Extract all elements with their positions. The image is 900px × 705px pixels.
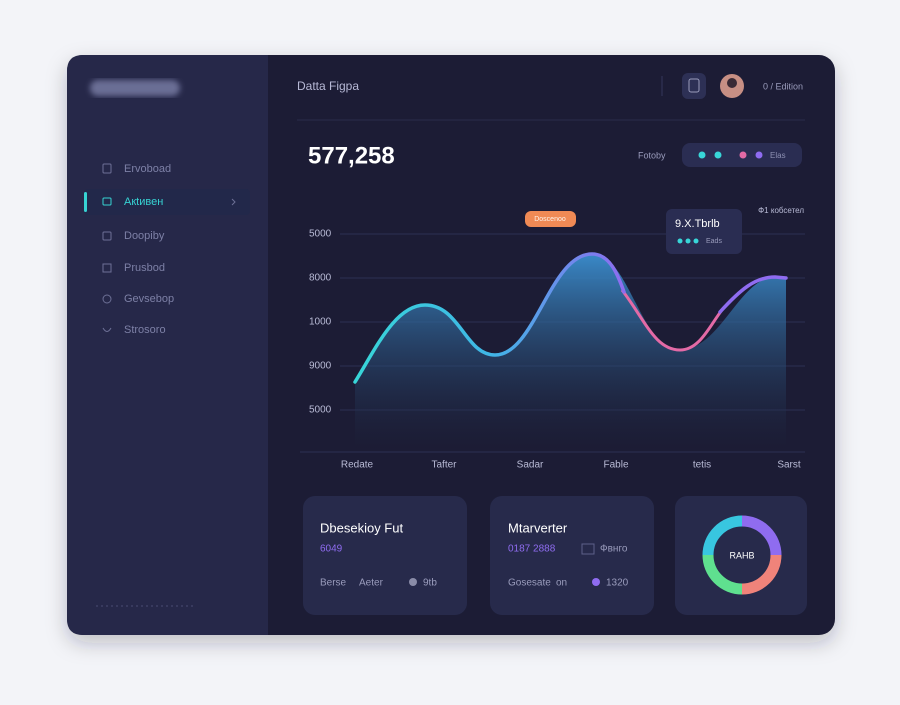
card-foot: Gosesate [508,578,551,589]
nav-icon [102,197,112,206]
y-tick-label: 9000 [309,361,332,372]
x-tick-label: Redate [341,460,374,471]
x-tick-label: Sadar [517,460,544,471]
nav-active-bg [84,189,250,215]
y-tick-label: 8000 [309,273,332,284]
x-tick-label: Fable [603,460,628,471]
legend-text: Elas [770,151,786,160]
legend-dot [698,151,706,159]
main-line-end [718,275,788,314]
card-foot: on [556,578,567,589]
nav-icon [102,163,112,174]
main-line [353,252,626,384]
user-name[interactable]: 0 / Edition [763,81,803,91]
donut-segment [741,515,782,556]
nav-icon [102,263,112,273]
nav-icon [102,294,112,304]
chart: 5000 8000 1000 9000 5000 Redate Tafter S… [300,206,805,471]
secondary-line [620,289,724,352]
legend-dot [714,151,722,159]
card-value: 6049 [320,544,343,555]
donut-label: RAHB [729,550,754,560]
nav: Ervoboad Aкtивен Doopiby Prusbod Gevsebo… [84,163,250,607]
sidebar [67,55,268,635]
tooltip-title: 9.X.Tbrlb [675,218,720,230]
y-tick-label: 5000 [309,405,332,416]
donut [702,515,782,595]
legend-label: Fotoby [638,150,666,160]
card-foot: Berse [320,578,347,589]
brand-logo [90,80,180,96]
stat-card[interactable] [303,496,467,615]
card-value: 0187 2888 [508,544,556,555]
tooltip-text: Eads [706,238,722,245]
legend-dot [739,151,747,159]
card-foot: 1320 [606,578,629,589]
y-tick-label: 5000 [309,229,332,240]
nav-item[interactable]: Gevsebop [124,293,174,305]
notification-icon [688,78,700,93]
nav-icon [102,327,112,332]
card-extra: Фвнго [600,544,628,555]
nav-icon [102,231,112,241]
stat-card[interactable] [490,496,654,615]
nav-active-indicator [84,192,87,212]
tooltip [666,209,742,254]
card-icon [581,543,595,555]
x-tick-label: Sarst [777,460,801,471]
notification-button[interactable] [682,73,706,99]
legend-dot [755,151,763,159]
x-tick-label: tetis [693,460,711,471]
nav-item[interactable]: Ervoboad [124,163,171,175]
nav-item[interactable]: Strosoro [124,324,166,336]
card-foot: Aeter [359,578,384,589]
avatar-detail [727,78,737,88]
page-title: Datta Figpa [297,79,359,93]
card-title: Dbesekioy Fut [320,520,403,535]
card-foot: 9tb [423,578,437,589]
donut-card[interactable] [675,496,807,615]
donut-segment [702,554,743,595]
total-value: 577,258 [308,142,395,169]
card-title: Mtarverter [508,520,568,535]
card-dot [409,578,417,586]
nav-item[interactable]: Prusbod [124,262,165,274]
chevron [231,198,236,206]
chart-note: Ф1 кобсетел [758,206,804,215]
nav-item[interactable]: Aкtивен [124,196,163,208]
y-tick-label: 1000 [309,317,332,328]
badge-text: Doscenoo [534,216,566,223]
card-dot [592,578,600,586]
area-fill [355,254,786,448]
badge [525,211,576,227]
x-tick-label: Tafter [431,460,457,471]
donut-segment [741,554,782,595]
donut-segment [702,515,743,556]
tooltip-dot [693,238,699,244]
tooltip-dot [677,238,683,244]
tooltip-dot [685,238,691,244]
nav-item[interactable]: Doopiby [124,230,165,242]
